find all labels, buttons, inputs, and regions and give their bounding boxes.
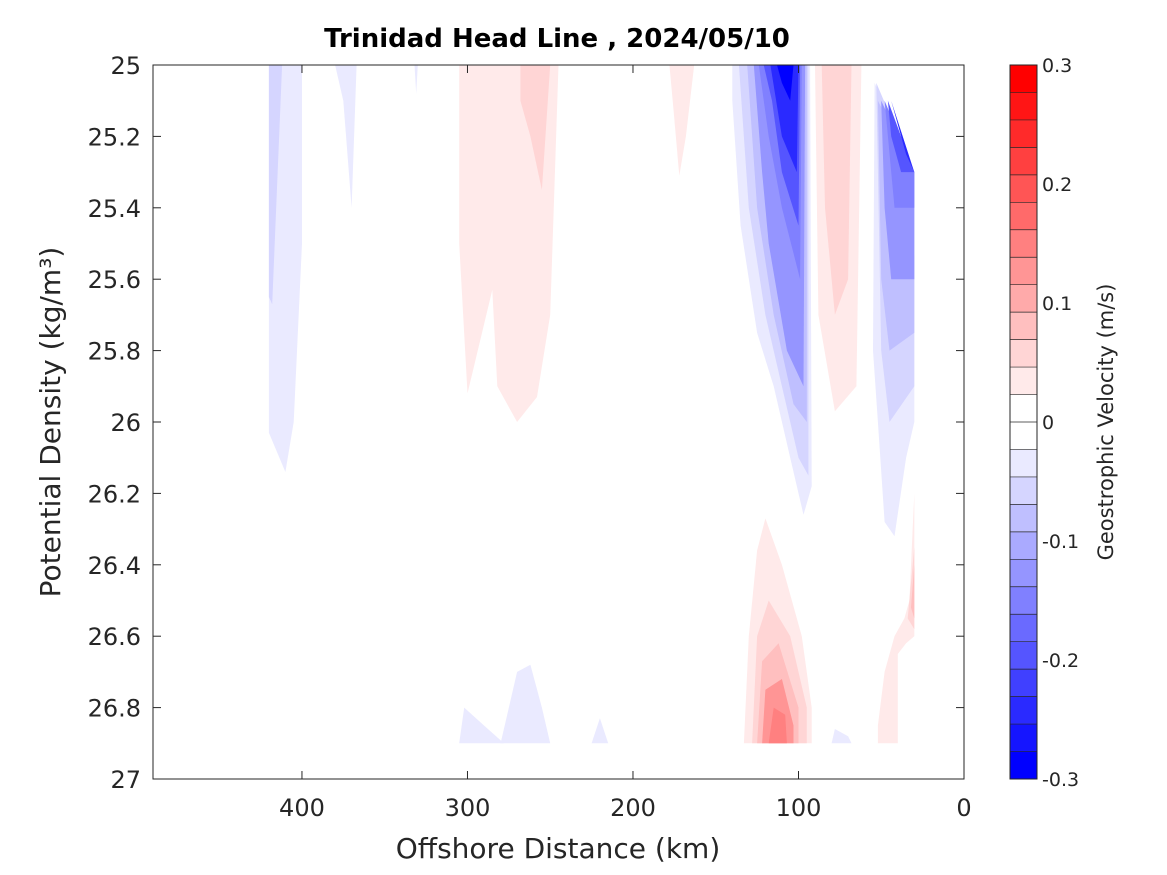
y-tick-label: 26.4: [88, 552, 141, 580]
colorbar-swatch: [1010, 229, 1037, 258]
colorbar-swatch: [1010, 202, 1037, 231]
contour-region-2: [335, 65, 357, 208]
contour-region-35: [831, 729, 852, 744]
y-tick-label: 25.8: [88, 338, 141, 366]
x-tick-label: 100: [776, 794, 822, 822]
colorbar-tick-label: -0.2: [1042, 650, 1079, 672]
contour-fill-layer: [268, 65, 915, 744]
x-axis: 400 300 200 100 0: [279, 65, 972, 822]
contour-region-1: [268, 65, 283, 305]
chart-title: Trinidad Head Line , 2024/05/10: [324, 24, 790, 54]
colorbar-swatch: [1010, 394, 1037, 423]
contour-region-28: [500, 664, 551, 744]
colorbar-swatch: [1010, 65, 1037, 93]
colorbar-swatch: [1010, 422, 1037, 450]
contour-region-16: [821, 65, 852, 315]
contour-region-6: [669, 65, 695, 176]
y-axis: 25 25.2 25.4 25.6 25.8 26 26.2 26.4 26.6 26.8 27: [88, 52, 964, 794]
colorbar-swatch: [1010, 641, 1037, 670]
y-tick-label: 26.2: [88, 480, 141, 508]
x-tick-label: 400: [279, 794, 325, 822]
x-axis-label: Offshore Distance (km): [396, 832, 721, 865]
contour-region-22: [887, 100, 915, 173]
colorbar-swatch: [1010, 669, 1037, 698]
colorbar-swatch: [1010, 504, 1037, 533]
colorbar-tick-label: 0.3: [1042, 55, 1072, 77]
colorbar-swatch: [1010, 147, 1037, 176]
colorbar-label: Geostrophic Velocity (m/s): [1094, 284, 1118, 561]
colorbar-tick-label: -0.1: [1042, 531, 1079, 553]
x-tick-label: 300: [445, 794, 491, 822]
colorbar-ticks: 0.3 0.2 0.1 0 -0.1 -0.2 -0.3: [1042, 55, 1079, 791]
y-tick-label: 26.8: [88, 695, 141, 723]
colorbar-swatch: [1010, 724, 1037, 753]
contour-region-23: [891, 100, 915, 173]
colorbar-tick-label: 0: [1042, 412, 1054, 434]
contour-region-29: [591, 718, 609, 744]
colorbar-swatch: [1010, 284, 1037, 313]
contour-region-4: [459, 65, 559, 422]
y-tick-label: 27: [110, 766, 141, 794]
colorbar-swatch: [1010, 312, 1037, 341]
colorbar-swatch: [1010, 92, 1037, 121]
contour-region-27: [459, 707, 504, 744]
colorbar-swatch: [1010, 586, 1037, 615]
colorbar-swatch: [1010, 751, 1037, 780]
colorbar-swatch: [1010, 696, 1037, 725]
contour-region-3: [414, 65, 418, 94]
colorbar-swatch: [1010, 119, 1037, 148]
y-axis-label: Potential Density (kg/m³): [34, 247, 67, 598]
contour-region-5: [520, 65, 551, 190]
colorbar-tick-label: -0.3: [1042, 769, 1079, 791]
colorbar-swatch: [1010, 449, 1037, 478]
colorbar: [1009, 64, 1038, 780]
contour-region-34: [768, 707, 787, 744]
y-tick-label: 25.2: [88, 123, 141, 151]
y-tick-label: 25.6: [88, 266, 141, 294]
colorbar-swatch: [1010, 174, 1037, 203]
contour-region-24: [877, 493, 915, 744]
colorbar-swatch: [1010, 476, 1037, 505]
colorbar-swatch: [1010, 257, 1037, 286]
y-tick-label: 26: [110, 409, 141, 437]
colorbar-swatch: [1010, 559, 1037, 588]
colorbar-tick-label: 0.1: [1042, 293, 1072, 315]
colorbar-swatch: [1010, 531, 1037, 560]
colorbar-frame: [1009, 64, 1038, 780]
x-tick-label: 200: [610, 794, 656, 822]
colorbar-swatch: [1010, 614, 1037, 643]
contour-region-13: [770, 65, 799, 173]
colorbar-swatch: [1010, 339, 1037, 368]
y-tick-label: 26.6: [88, 623, 141, 651]
contour-region-14: [777, 65, 794, 101]
colorbar-swatch: [1010, 367, 1037, 396]
colorbar-tick-label: 0.2: [1042, 174, 1072, 196]
y-tick-label: 25: [110, 52, 141, 80]
x-tick-label: 0: [956, 794, 971, 822]
y-tick-label: 25.4: [88, 195, 141, 223]
contour-region-26: [911, 564, 915, 619]
